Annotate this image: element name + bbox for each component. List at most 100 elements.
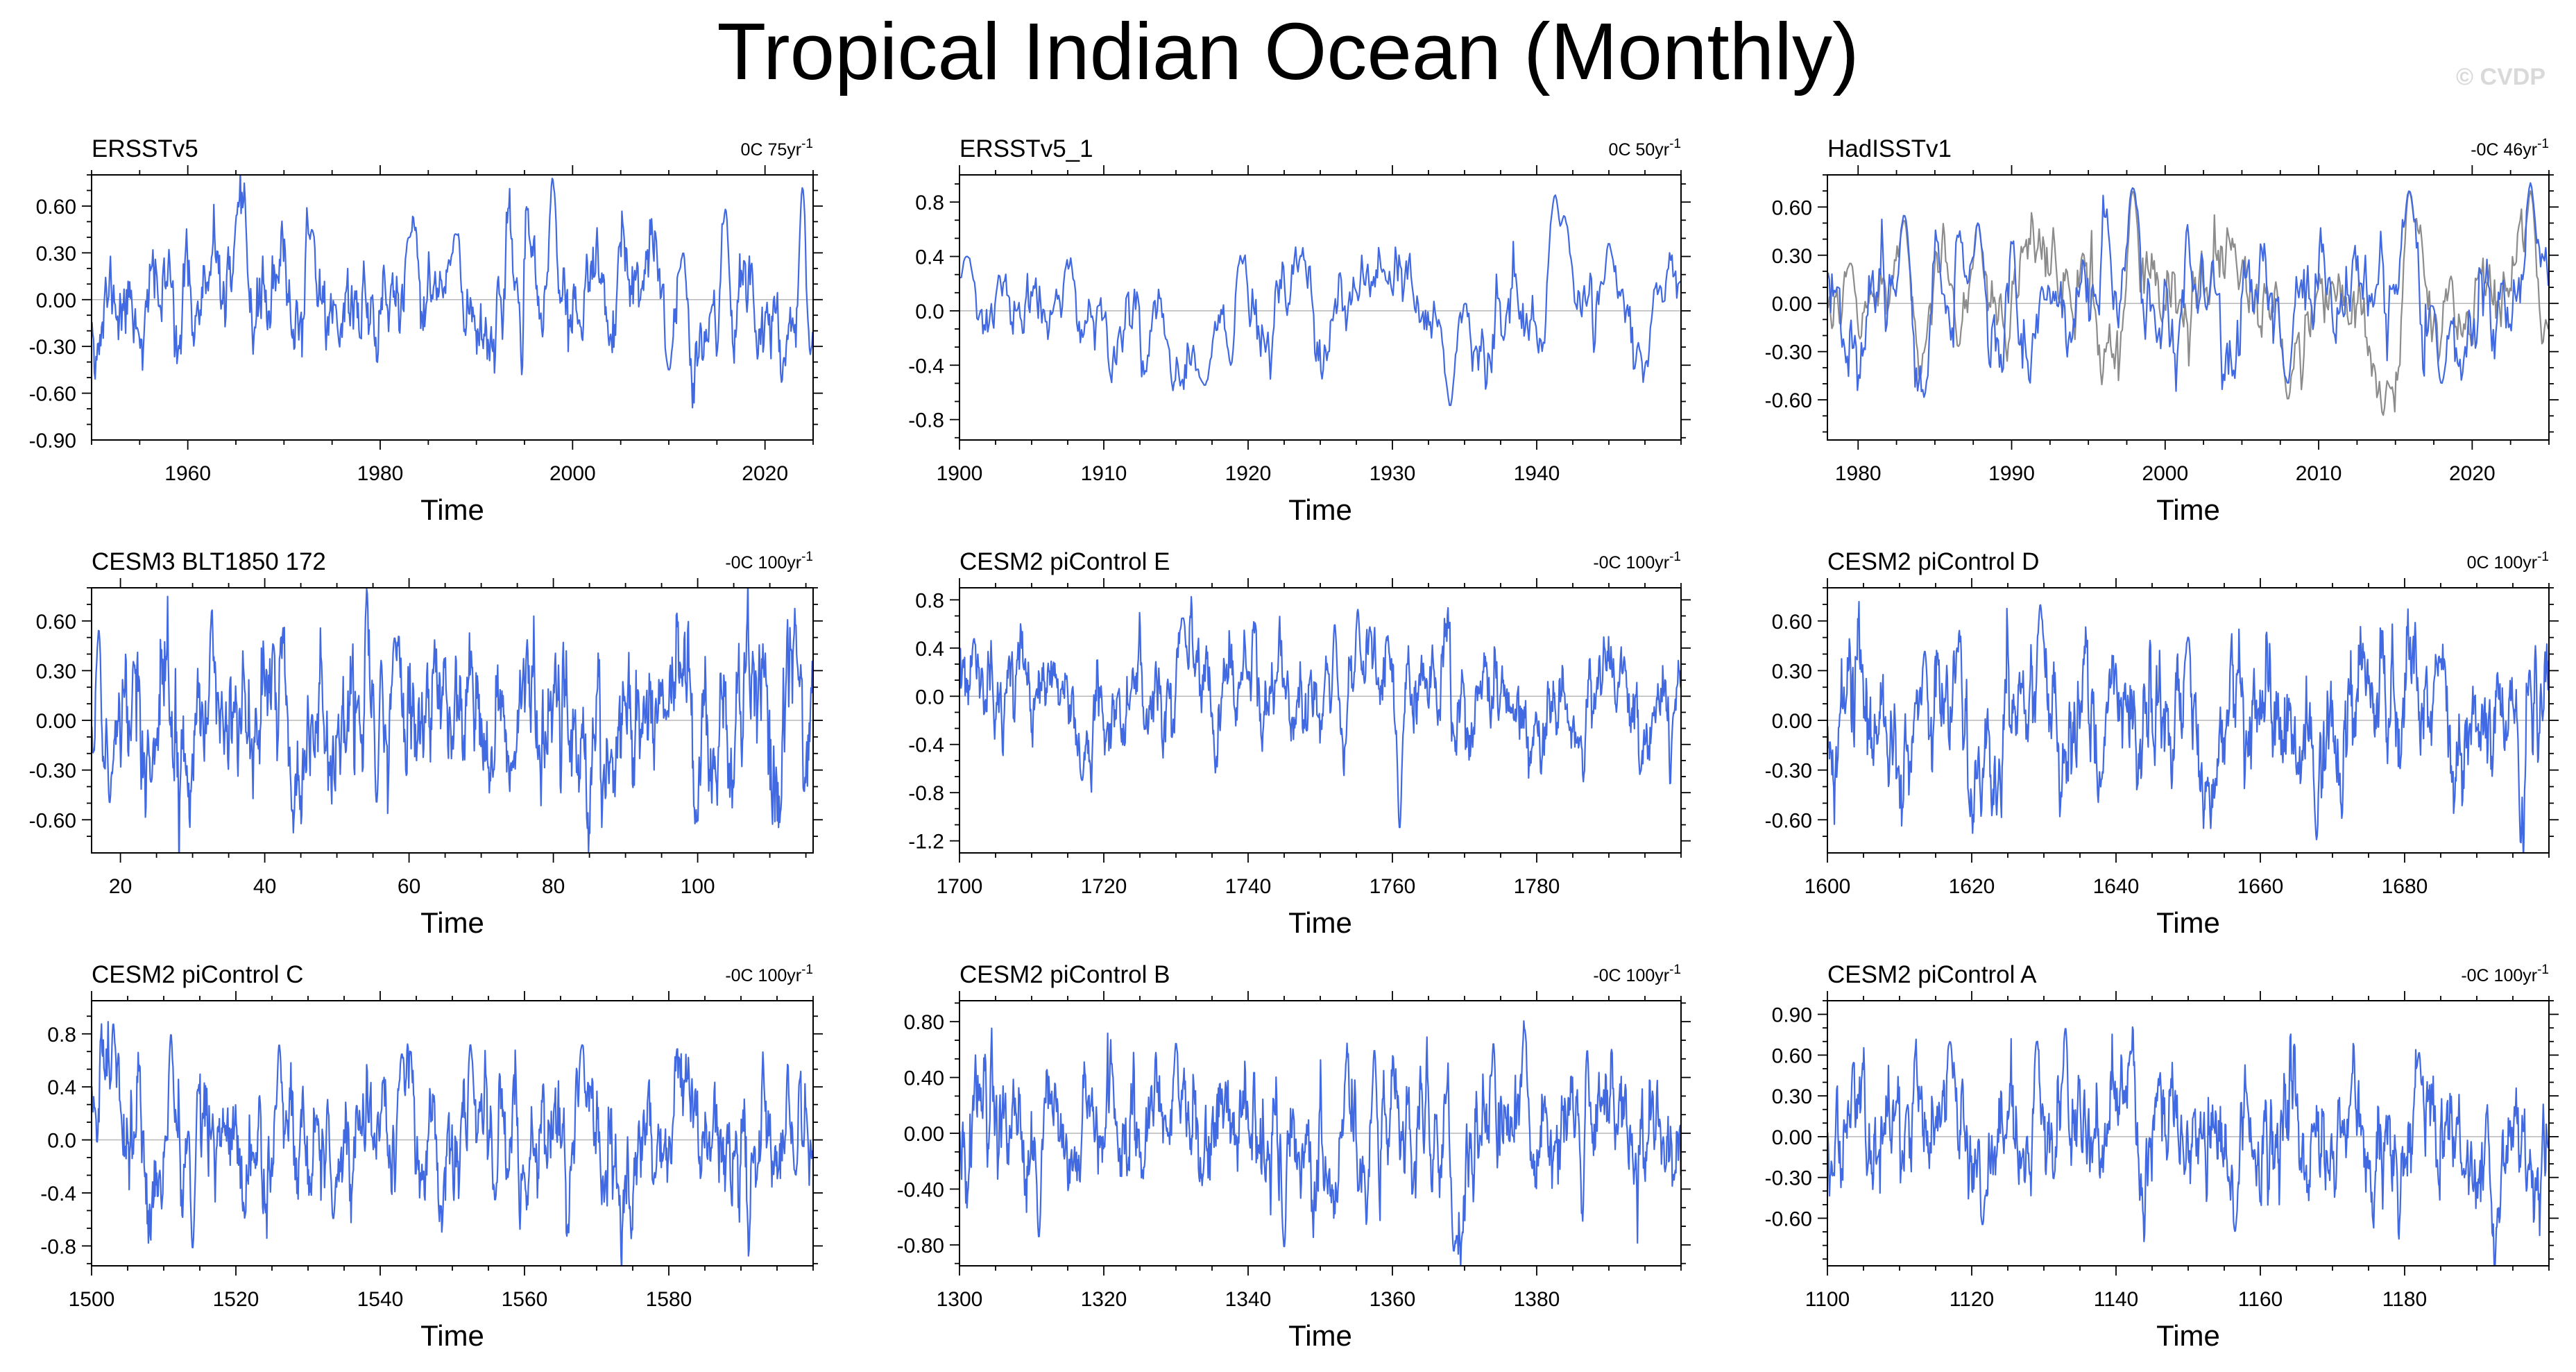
- panel-5: 1700 1720 1740 1760 1780 -1.2 -0.8 -0.4 0.0 0.4 0.…: [908, 548, 1691, 939]
- x-tick-label: 1300: [937, 1288, 983, 1311]
- y-tick-label: 0.0: [47, 1130, 76, 1153]
- x-tick-label: 1720: [1081, 875, 1127, 898]
- trend-exponent: -1: [1669, 137, 1681, 151]
- x-tick-label: 1620: [1949, 875, 1995, 898]
- panel-9: 1100 1120 1140 1160 1180 -0.60 -0.30 0.00 0.30 0.…: [1765, 961, 2559, 1352]
- y-tick-label: 0.90: [1772, 1004, 1812, 1027]
- series-line: [959, 194, 1681, 407]
- x-axis-label: Time: [420, 1319, 484, 1352]
- x-tick-label: 2010: [2296, 462, 2342, 485]
- series-line: [92, 588, 813, 853]
- trend-value: -0C 100yr: [725, 553, 801, 573]
- x-tick-label: 20: [109, 875, 132, 898]
- y-tick-label: 0.4: [47, 1076, 76, 1099]
- x-tick-label: 1980: [1835, 462, 1882, 485]
- x-tick-label: 1160: [2238, 1288, 2283, 1311]
- trend-value: -0C 100yr: [1593, 966, 1669, 985]
- panel-8: 1300 1320 1340 1360 1380 -0.80 -0.40 0.00 0.40 0.…: [897, 961, 1691, 1352]
- x-axis-label: Time: [2156, 493, 2220, 526]
- y-tick-label: -0.4: [908, 734, 944, 757]
- panel-3: 1980 1990 2000 2010 2020 -0.60 -0.30 0.00 0.30 0.…: [1765, 135, 2559, 526]
- trend-label: -0C 100yr-1: [725, 963, 813, 985]
- y-tick-label: 0.30: [1772, 245, 1812, 268]
- x-axis-label: Time: [1288, 906, 1352, 939]
- x-tick-label: 1900: [937, 462, 983, 485]
- y-tick-label: -0.8: [908, 782, 944, 805]
- x-tick-label: 1500: [69, 1288, 115, 1311]
- x-tick-label: 1930: [1370, 462, 1416, 485]
- panel-title: ERSSTv5: [92, 135, 198, 162]
- x-tick-label: 1320: [1081, 1288, 1127, 1311]
- x-axis-label: Time: [1288, 1319, 1352, 1352]
- y-tick-label: 0.00: [1772, 1126, 1812, 1149]
- series-line: [959, 595, 1681, 829]
- panel-title: HadISSTv1: [1827, 135, 1952, 162]
- x-tick-label: 60: [398, 875, 420, 898]
- y-tick-label: -0.60: [1765, 809, 1812, 832]
- y-tick-label: -0.30: [29, 760, 76, 783]
- y-tick-label: -0.8: [40, 1235, 76, 1258]
- y-tick-label: 0.30: [1772, 1085, 1812, 1108]
- x-tick-label: 40: [253, 875, 276, 898]
- x-axis-label: Time: [420, 493, 484, 526]
- x-tick-label: 1940: [1514, 462, 1560, 485]
- y-tick-label: 0.60: [1772, 611, 1812, 634]
- trend-exponent: -1: [801, 963, 813, 977]
- trend-exponent: -1: [801, 137, 813, 151]
- trend-exponent: -1: [2537, 963, 2549, 977]
- x-tick-label: 1760: [1370, 875, 1416, 898]
- trend-exponent: -1: [1669, 550, 1681, 564]
- x-tick-label: 1120: [1950, 1288, 1995, 1311]
- y-tick-label: 0.00: [36, 710, 76, 733]
- y-tick-label: -0.80: [897, 1235, 944, 1257]
- panel-title: CESM3 BLT1850 172: [92, 548, 326, 575]
- y-tick-label: 0.30: [1772, 660, 1812, 683]
- trend-label: 0C 75yr-1: [741, 137, 813, 160]
- x-tick-label: 1140: [2094, 1288, 2139, 1311]
- x-tick-label: 100: [681, 875, 715, 898]
- x-tick-label: 2020: [742, 462, 788, 485]
- trend-value: 0C 50yr: [1609, 140, 1670, 160]
- y-tick-label: -0.4: [908, 355, 944, 378]
- series-line: [1827, 190, 2549, 416]
- y-tick-label: -0.60: [1765, 389, 1812, 412]
- trend-exponent: -1: [1669, 963, 1681, 977]
- x-tick-label: 1920: [1225, 462, 1272, 485]
- panel-title: ERSSTv5_1: [959, 135, 1093, 162]
- trend-label: -0C 46yr-1: [2471, 137, 2549, 160]
- y-tick-label: 0.00: [904, 1123, 944, 1146]
- y-tick-label: 0.4: [915, 638, 944, 661]
- series-line: [92, 1021, 813, 1266]
- trend-exponent: -1: [2537, 550, 2549, 564]
- trend-value: 0C 100yr: [2467, 553, 2537, 573]
- trend-value: 0C 75yr: [741, 140, 802, 160]
- panel-4: 20 40 60 80 100 -0.60 -0.30 0.00 0.30 0.60 Time CES…: [29, 548, 823, 939]
- series-line: [1827, 1026, 2549, 1266]
- panel-title: CESM2 piControl D: [1827, 548, 2039, 575]
- y-tick-label: -0.30: [1765, 760, 1812, 783]
- x-axis-label: Time: [420, 906, 484, 939]
- trend-exponent: -1: [2537, 137, 2549, 151]
- y-tick-label: -0.60: [29, 809, 76, 832]
- watermark: © CVDP: [2456, 64, 2545, 90]
- y-tick-label: 0.0: [915, 686, 944, 709]
- y-tick-label: 0.8: [47, 1024, 76, 1047]
- y-tick-label: -0.60: [29, 383, 76, 406]
- x-tick-label: 1600: [1805, 875, 1851, 898]
- y-tick-label: -0.30: [1765, 341, 1812, 364]
- y-tick-label: -0.90: [29, 430, 76, 452]
- x-tick-label: 1580: [646, 1288, 692, 1311]
- x-tick-label: 1990: [1988, 462, 2035, 485]
- trend-value: -0C 46yr: [2471, 140, 2537, 160]
- y-tick-label: 0.30: [36, 660, 76, 683]
- x-axis-label: Time: [2156, 1319, 2220, 1352]
- plot-frame: [959, 174, 1682, 441]
- x-tick-label: 1560: [502, 1288, 548, 1311]
- x-tick-label: 1100: [1805, 1288, 1850, 1311]
- x-tick-label: 2020: [2449, 462, 2496, 485]
- x-axis-label: Time: [2156, 906, 2220, 939]
- panel-7: 1500 1520 1540 1560 1580 -0.8 -0.4 0.0 0.4 0.8 Tim…: [40, 961, 823, 1352]
- x-tick-label: 1780: [1514, 875, 1560, 898]
- y-tick-label: 0.8: [915, 192, 944, 214]
- y-tick-label: -0.8: [908, 409, 944, 432]
